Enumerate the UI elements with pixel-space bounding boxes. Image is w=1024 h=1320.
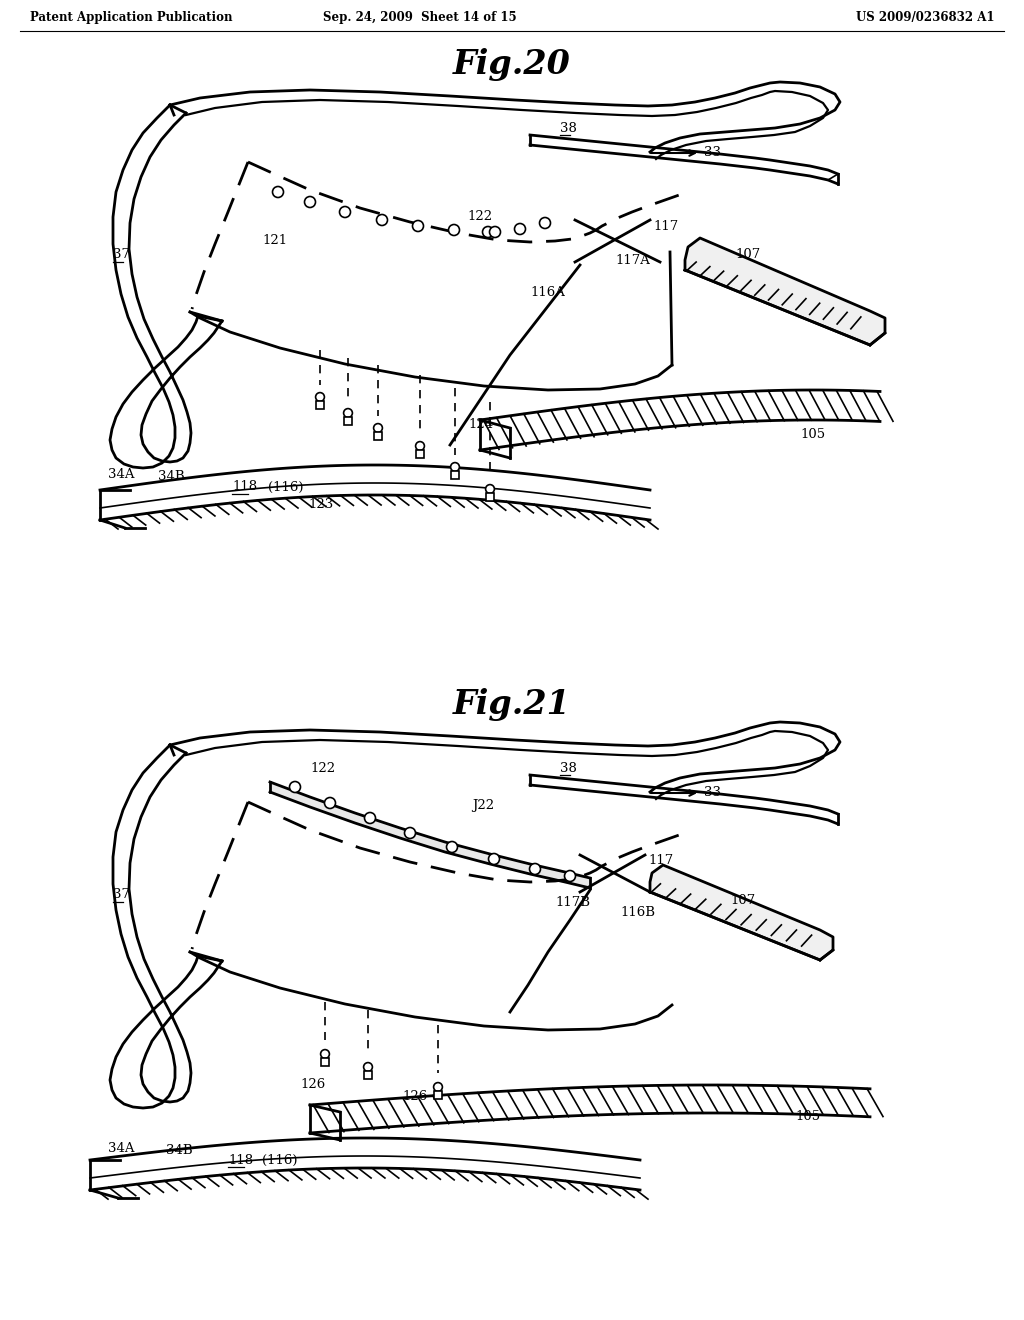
Text: J22: J22 — [472, 799, 495, 812]
Text: 37: 37 — [113, 888, 130, 902]
Circle shape — [451, 462, 460, 471]
Text: 117B: 117B — [555, 895, 590, 908]
Bar — [322, 1059, 329, 1067]
Circle shape — [485, 484, 495, 494]
Circle shape — [325, 797, 336, 808]
Polygon shape — [685, 238, 885, 345]
Text: (116): (116) — [268, 480, 303, 494]
Circle shape — [413, 220, 424, 231]
Circle shape — [488, 854, 500, 865]
Circle shape — [489, 227, 501, 238]
Bar — [344, 417, 351, 425]
Text: 37: 37 — [113, 248, 130, 261]
Text: 116A: 116A — [530, 286, 565, 300]
Text: 122: 122 — [467, 210, 493, 223]
Text: 117: 117 — [653, 219, 678, 232]
Text: Sep. 24, 2009  Sheet 14 of 15: Sep. 24, 2009 Sheet 14 of 15 — [324, 12, 517, 25]
Text: 105: 105 — [800, 429, 825, 441]
Text: Fig.21: Fig.21 — [453, 688, 571, 721]
Circle shape — [340, 206, 350, 218]
Text: 34A: 34A — [108, 1142, 134, 1155]
Text: Fig.20: Fig.20 — [453, 48, 571, 81]
Text: 123: 123 — [308, 498, 333, 511]
Circle shape — [290, 781, 300, 792]
Text: US 2009/0236832 A1: US 2009/0236832 A1 — [855, 12, 994, 25]
Circle shape — [529, 863, 541, 874]
Circle shape — [514, 223, 525, 235]
Circle shape — [446, 842, 458, 853]
Text: 126: 126 — [402, 1090, 427, 1104]
Text: 107: 107 — [730, 894, 756, 907]
Circle shape — [449, 224, 460, 235]
Text: 33: 33 — [705, 787, 721, 800]
Text: 33: 33 — [705, 147, 721, 160]
Text: 121: 121 — [262, 234, 287, 247]
Bar — [365, 1071, 372, 1078]
Text: 122: 122 — [310, 762, 335, 775]
Circle shape — [344, 409, 352, 417]
Text: 105: 105 — [795, 1110, 820, 1123]
Circle shape — [374, 424, 382, 433]
Circle shape — [433, 1082, 442, 1092]
Bar — [486, 492, 494, 502]
Text: 34B: 34B — [166, 1143, 193, 1156]
Bar — [417, 450, 424, 458]
Circle shape — [304, 197, 315, 207]
Text: 117: 117 — [648, 854, 673, 866]
Text: 38: 38 — [560, 762, 577, 775]
Circle shape — [416, 442, 424, 450]
Circle shape — [564, 870, 575, 882]
Text: 38: 38 — [560, 121, 577, 135]
Bar — [452, 471, 459, 479]
Text: 116B: 116B — [620, 906, 655, 919]
Polygon shape — [650, 865, 833, 960]
Text: 126: 126 — [300, 1078, 326, 1092]
Circle shape — [377, 214, 387, 226]
Text: 34B: 34B — [158, 470, 184, 483]
Circle shape — [321, 1049, 330, 1059]
Text: 34A: 34A — [108, 469, 134, 482]
Text: 118: 118 — [228, 1154, 253, 1167]
Circle shape — [482, 227, 494, 238]
Bar — [434, 1092, 441, 1100]
Text: 107: 107 — [735, 248, 760, 261]
Bar — [375, 432, 382, 440]
Circle shape — [272, 186, 284, 198]
Text: 117A: 117A — [615, 253, 650, 267]
Circle shape — [365, 813, 376, 824]
Circle shape — [364, 1063, 373, 1072]
Bar — [316, 401, 324, 409]
Text: 124: 124 — [468, 418, 494, 432]
Text: (116): (116) — [262, 1154, 298, 1167]
Circle shape — [540, 218, 551, 228]
Circle shape — [404, 828, 416, 838]
Circle shape — [315, 392, 325, 401]
Text: Patent Application Publication: Patent Application Publication — [30, 12, 232, 25]
Text: 118: 118 — [232, 480, 257, 494]
